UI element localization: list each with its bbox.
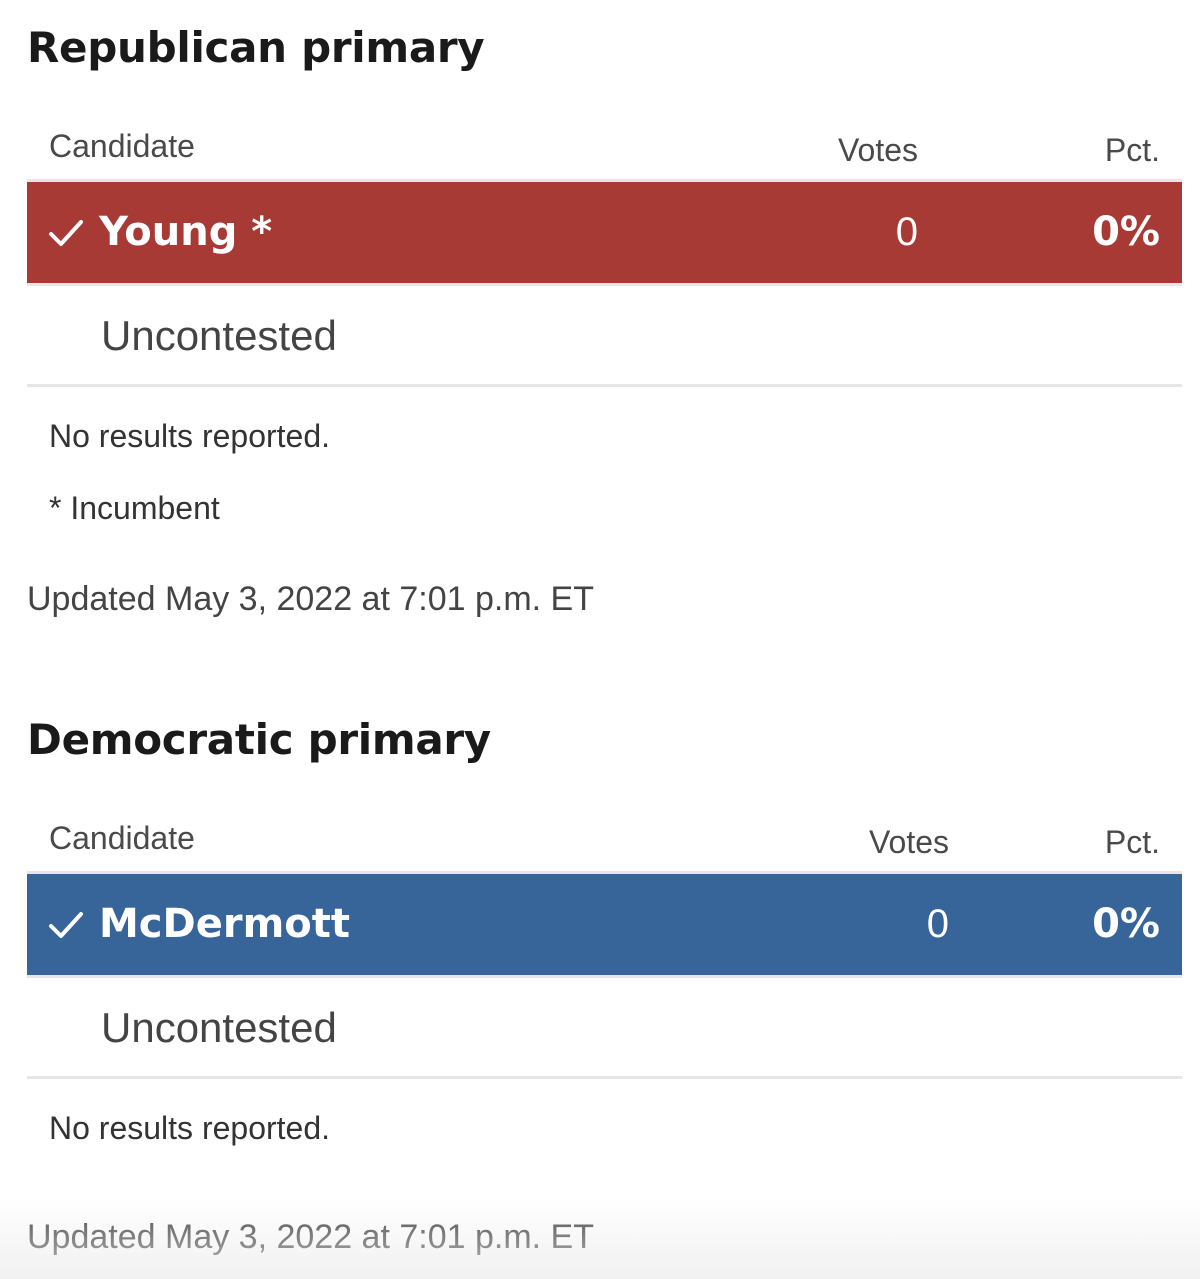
uncontested-label: Uncontested (101, 312, 337, 359)
table-header: Candidate Votes Pct. (27, 78, 1182, 182)
candidate-name: McDermott (99, 901, 350, 947)
uncontested-label: Uncontested (101, 1004, 337, 1051)
results-note: No results reported. (49, 418, 331, 454)
candidate-votes: 0 (895, 210, 918, 254)
updated-timestamp: Updated May 3, 2022 at 7:01 p.m. ET (27, 1218, 594, 1256)
results-note: No results reported. (49, 1110, 331, 1146)
candidate-name: Young * (99, 209, 273, 255)
status-row: Uncontested (27, 975, 1182, 1079)
header-votes: Votes (868, 824, 949, 860)
header-pct: Pct. (1104, 824, 1160, 860)
winner-row: McDermott 0 0% (27, 874, 1182, 975)
winner-row: Young * 0 0% (27, 182, 1182, 283)
candidate-pct: 0% (1092, 209, 1160, 255)
checkmark-icon (49, 220, 83, 246)
status-row: Uncontested (27, 283, 1182, 387)
updated-timestamp: Updated May 3, 2022 at 7:01 p.m. ET (27, 580, 594, 618)
header-candidate: Candidate (49, 820, 195, 856)
table-header: Candidate Votes Pct. (27, 770, 1182, 874)
checkmark-icon (49, 912, 83, 938)
candidate-pct: 0% (1092, 901, 1160, 947)
candidate-votes: 0 (926, 902, 949, 946)
race-title: Democratic primary (27, 715, 491, 764)
republican-race: Republican primary Candidate Votes Pct. … (27, 18, 1182, 618)
democratic-race: Democratic primary Candidate Votes Pct. … (27, 710, 1182, 1256)
incumbent-note: * Incumbent (49, 490, 220, 526)
header-candidate: Candidate (49, 128, 195, 164)
header-votes: Votes (837, 132, 918, 168)
header-pct: Pct. (1104, 132, 1160, 168)
race-title: Republican primary (27, 23, 485, 72)
